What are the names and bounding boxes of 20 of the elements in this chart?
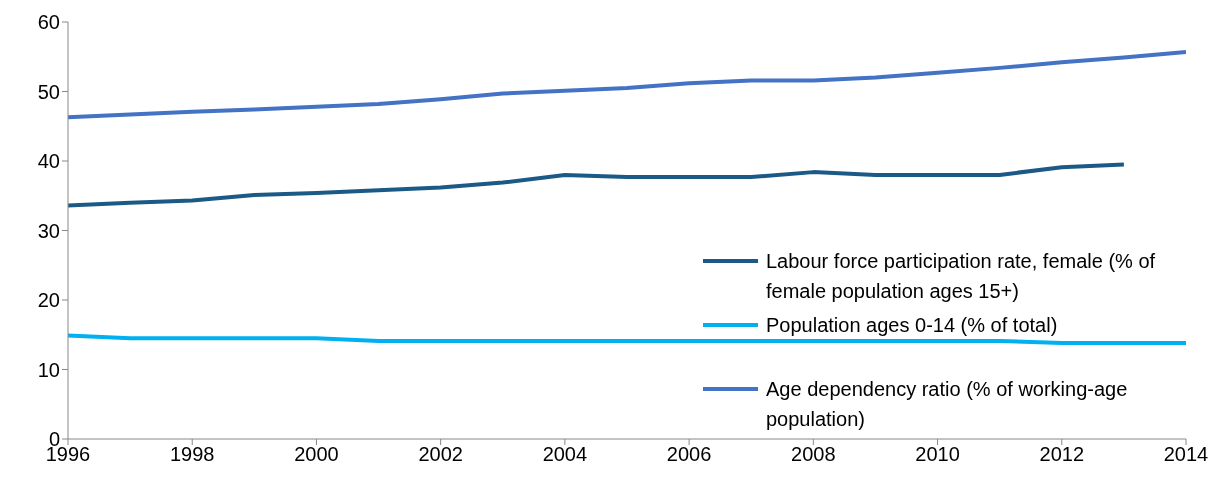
y-tick-label: 50 (37, 80, 60, 103)
legend-label: Population ages 0-14 (% of total) (766, 313, 1058, 338)
line-series (68, 162, 1126, 208)
legend-label: Age dependency ratio (% of working-age population) (766, 377, 1129, 432)
x-tick-label: 2006 (666, 443, 712, 466)
x-tick-label: 1998 (169, 443, 215, 466)
legend-label: Labour force participation rate, female (% of female population ages 15+) (766, 249, 1157, 304)
x-tick-label: 2010 (915, 443, 960, 466)
x-tick-label: 2000 (294, 443, 339, 466)
x-tick-label: 2012 (1039, 443, 1085, 466)
y-tick-label: 20 (37, 289, 60, 312)
y-tick-label: 60 (37, 11, 60, 34)
y-tick-label: 40 (37, 150, 60, 173)
line-series (68, 49, 1186, 120)
x-tick-label: 2008 (791, 443, 836, 466)
y-tick-label: 30 (37, 219, 60, 242)
x-tick-label: 2004 (542, 443, 588, 466)
x-tick-label: 2002 (418, 443, 463, 466)
y-tick-label: 10 (37, 358, 60, 381)
x-tick-label: 2014 (1163, 443, 1209, 466)
